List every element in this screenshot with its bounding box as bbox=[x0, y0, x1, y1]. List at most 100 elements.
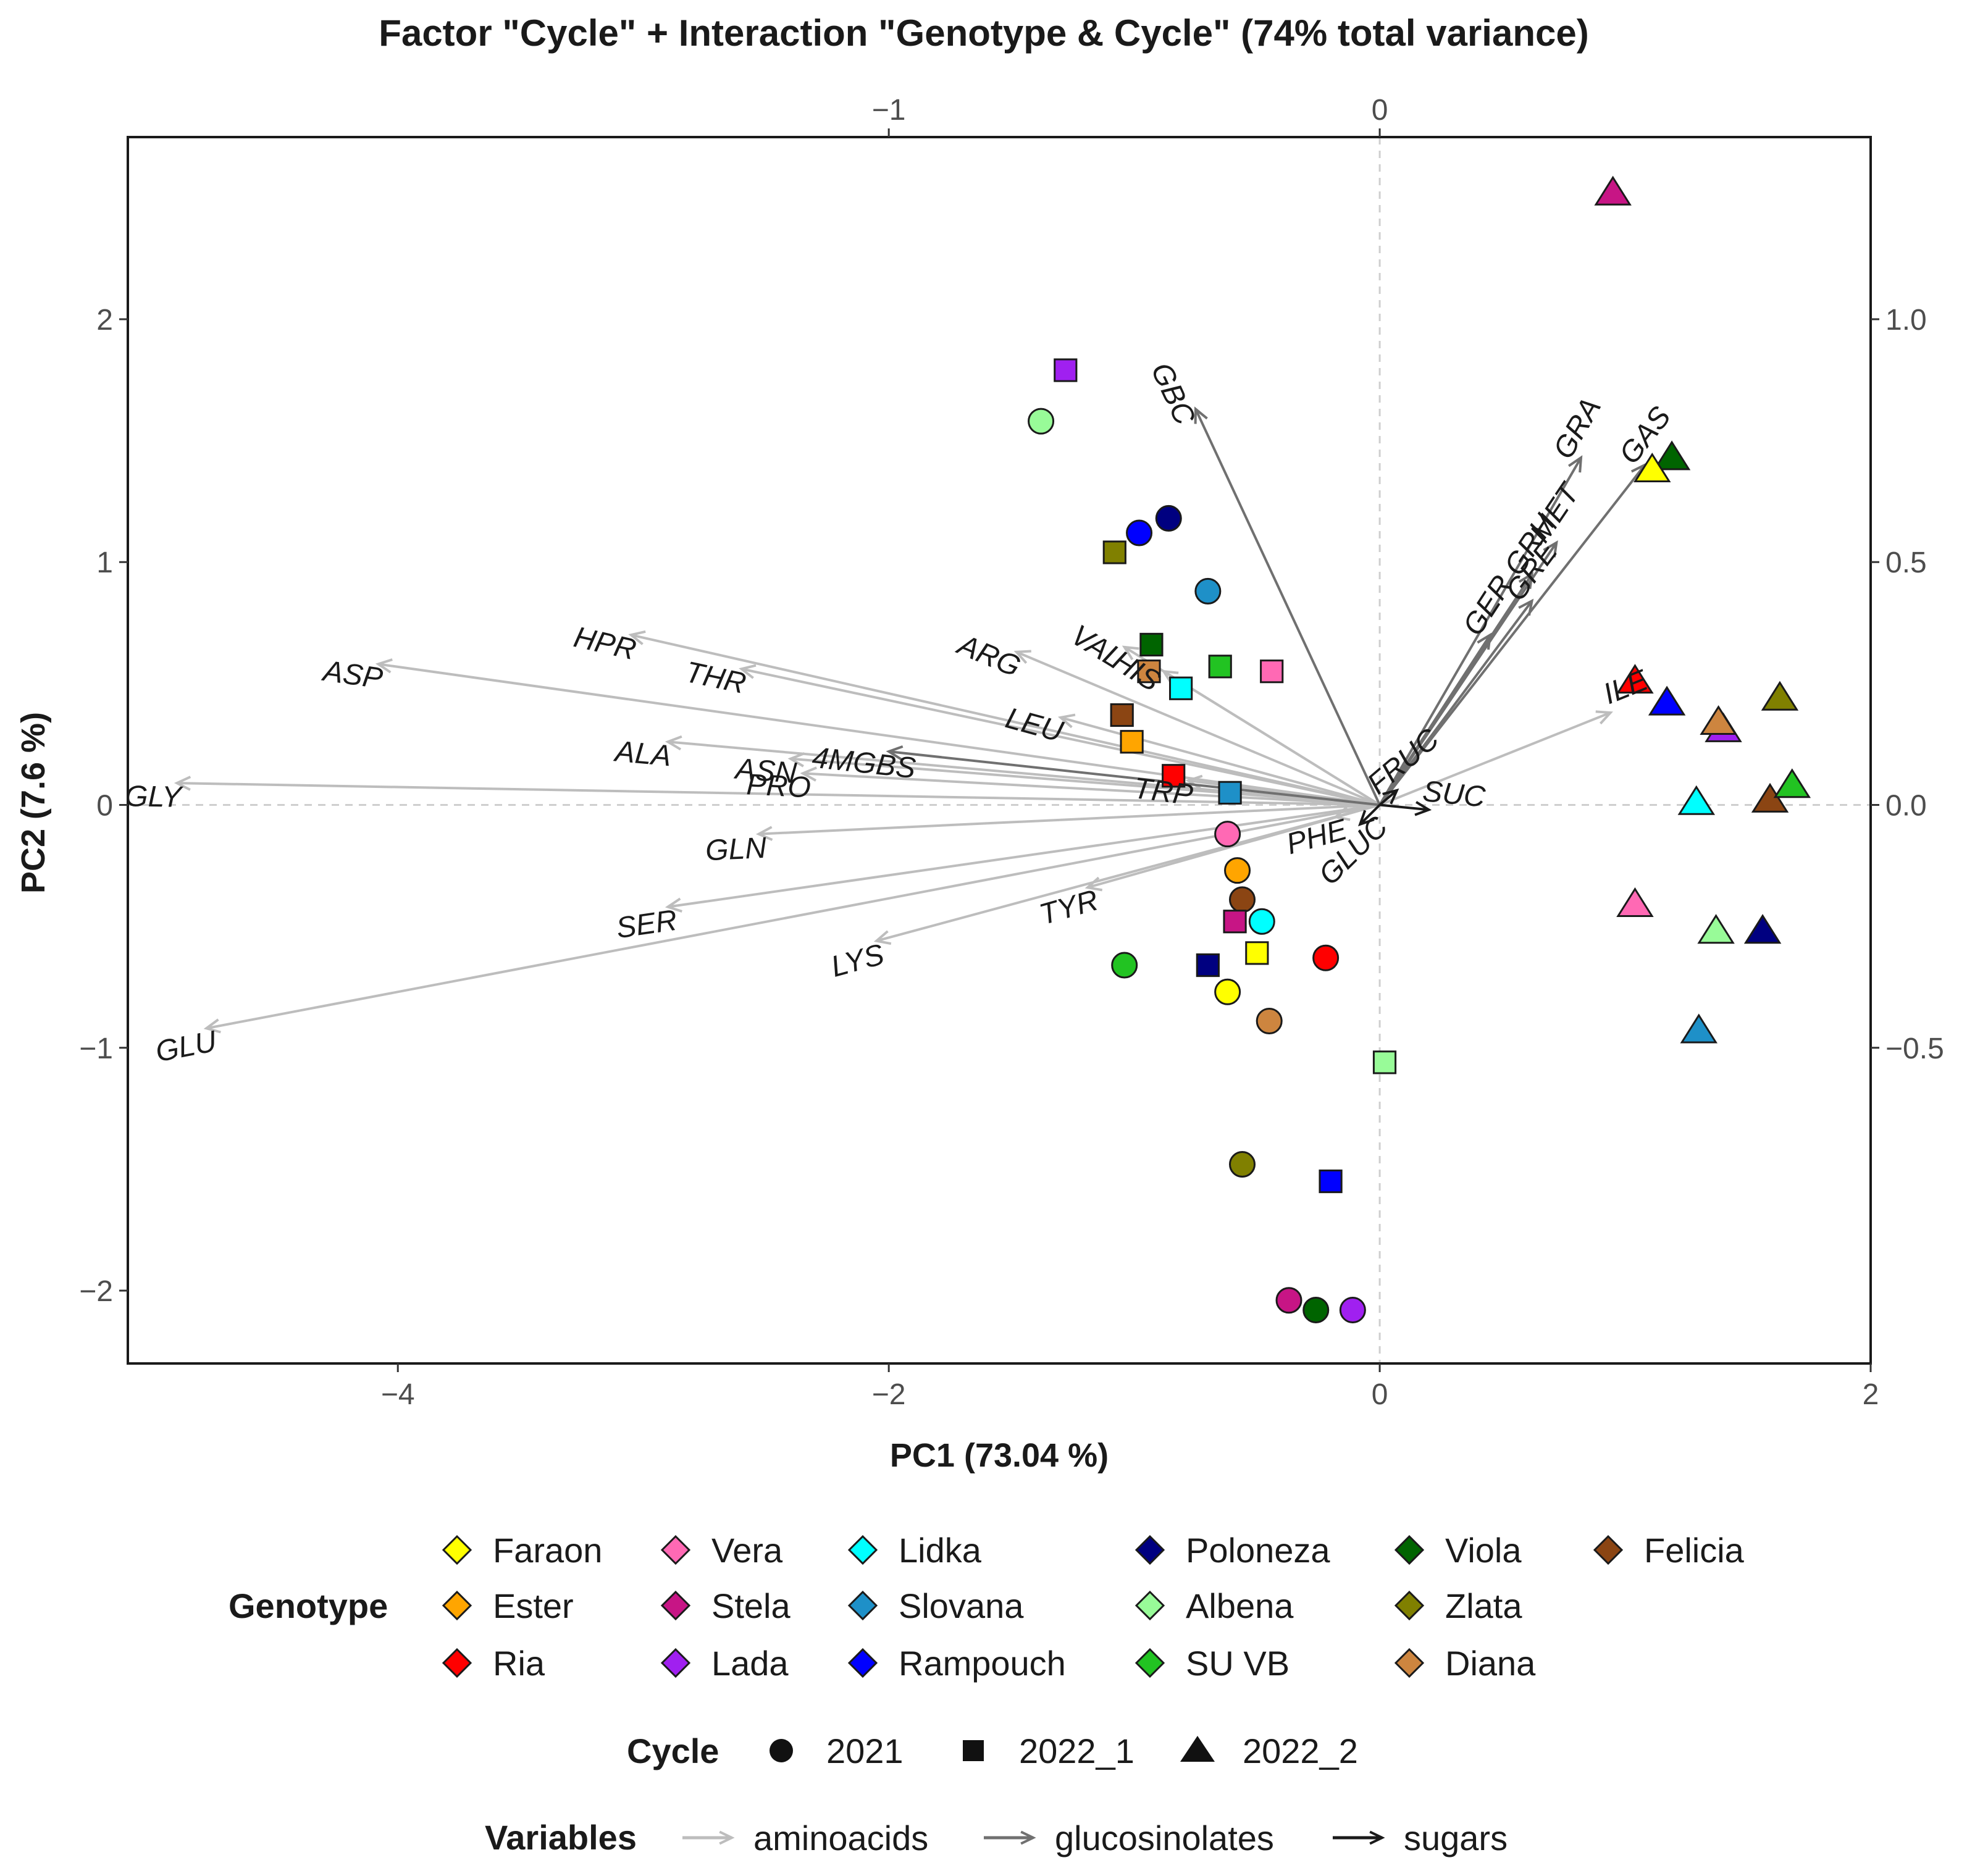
arrowhead-gbc bbox=[1194, 406, 1208, 424]
arrowhead-gln bbox=[755, 826, 773, 841]
legend-genotype-rampouch: Rampouch bbox=[899, 1644, 1066, 1683]
top-tick-label: 0 bbox=[1372, 94, 1388, 127]
arrow-asp bbox=[378, 663, 1380, 806]
y-tick-label: −1 bbox=[79, 1032, 113, 1065]
y-tick-label: 0 bbox=[96, 789, 113, 822]
legend-genotype-diana: Diana bbox=[1445, 1644, 1536, 1683]
point-rampouch-2022-1 bbox=[1319, 1169, 1343, 1194]
variable-arrows bbox=[174, 406, 1647, 1034]
point-su-vb-2021 bbox=[1111, 952, 1138, 979]
arrowhead-arg bbox=[1013, 650, 1031, 664]
point-lada-2022-1 bbox=[1054, 358, 1078, 382]
legend-key-zlata bbox=[1394, 1590, 1425, 1621]
arrowhead-hpr bbox=[628, 630, 646, 645]
var-label-ile: ILE bbox=[1599, 664, 1653, 711]
point-su-vb-2022-2 bbox=[1773, 768, 1811, 798]
arrowhead-ger bbox=[1477, 632, 1492, 650]
arrowhead-val bbox=[1122, 645, 1139, 661]
point-slovana-2022-2 bbox=[1680, 1013, 1717, 1044]
plot-frame bbox=[127, 136, 1872, 1365]
y-tick-label: −2 bbox=[79, 1275, 113, 1308]
point-diana-2022-2 bbox=[1700, 705, 1737, 735]
point-vera-2022-2 bbox=[1616, 887, 1654, 917]
var-label-asp: ASP bbox=[319, 655, 384, 695]
point-ria-2022-1 bbox=[1162, 764, 1186, 788]
point-diana-2021 bbox=[1256, 1007, 1283, 1034]
legend-genotype-stela: Stela bbox=[711, 1586, 791, 1625]
legend-genotype-zlata: Zlata bbox=[1445, 1586, 1522, 1625]
right-tick-label: 0.0 bbox=[1885, 789, 1927, 822]
point-zlata-2022-1 bbox=[1102, 540, 1126, 564]
arrowhead-gre bbox=[1518, 598, 1534, 616]
right-tick-label: 0.5 bbox=[1885, 546, 1927, 579]
point-albena-2022-2 bbox=[1697, 914, 1735, 944]
x-tick-label: 0 bbox=[1372, 1378, 1388, 1411]
arrow-gln bbox=[758, 803, 1380, 835]
point-lidka-2022-2 bbox=[1677, 785, 1716, 815]
point-viola-2021 bbox=[1302, 1296, 1330, 1323]
legend-genotype-ester: Ester bbox=[493, 1586, 574, 1625]
arrow-gluc bbox=[1359, 804, 1381, 826]
legend-cycle-2021: 2021 bbox=[826, 1732, 904, 1770]
arrowhead-glu bbox=[203, 1018, 221, 1034]
arrowhead-gluc bbox=[1358, 810, 1375, 827]
arrowhead-his bbox=[1161, 669, 1179, 685]
arrow-4mgbs bbox=[888, 750, 1380, 806]
var-label-asn: ASN bbox=[732, 752, 798, 790]
var-label-lys: LYS bbox=[828, 938, 887, 984]
arrow-pro bbox=[802, 772, 1380, 806]
legend-genotype-faraon: Faraon bbox=[493, 1531, 602, 1570]
legend-key-lidka bbox=[847, 1535, 878, 1565]
arrowhead-ala bbox=[665, 735, 682, 751]
chart-title: Factor "Cycle" + Interaction "Genotype &… bbox=[379, 12, 1588, 54]
arrow-hpr bbox=[631, 634, 1380, 806]
point-faraon-2022-2 bbox=[1634, 452, 1671, 483]
x-tick-label: −2 bbox=[872, 1378, 906, 1411]
var-label-leu: LEU bbox=[1002, 701, 1067, 748]
arrow-thr bbox=[741, 668, 1380, 806]
legend-variable-arrowhead-aminoacids bbox=[719, 1830, 735, 1845]
point-su-vb-2022-1 bbox=[1208, 655, 1232, 679]
axes: −4 −2 0 2 −2 −1 0 1 2 −1 0 1.0 0.5 0.0 −0.5 bbox=[79, 94, 1944, 1411]
arrow-gly bbox=[177, 782, 1380, 806]
point-slovana-2022-1 bbox=[1218, 781, 1242, 805]
arrow-suc bbox=[1379, 803, 1429, 811]
legend-cycle-key-2022-2 bbox=[1180, 1736, 1215, 1762]
y-tick-label: 1 bbox=[96, 546, 113, 579]
arrowhead-leu bbox=[1057, 713, 1076, 729]
var-label-gln: GLN bbox=[705, 832, 767, 868]
point-ria-2022-2 bbox=[1616, 664, 1654, 694]
point-albena-2021 bbox=[1028, 408, 1055, 435]
arrowhead-4mgbs bbox=[886, 745, 904, 761]
var-label-arg: ARG bbox=[952, 628, 1025, 684]
arrowhead-fruc bbox=[1382, 788, 1399, 805]
point-viola-2022-2 bbox=[1653, 440, 1691, 471]
data-points bbox=[1028, 175, 1811, 1323]
point-lada-2021 bbox=[1339, 1296, 1366, 1323]
legend-cycle-2022-1: 2022_1 bbox=[1019, 1732, 1134, 1770]
legend-key-slovana bbox=[847, 1590, 878, 1621]
var-label-suc: SUC bbox=[1421, 775, 1487, 814]
arrow-gre bbox=[1378, 600, 1533, 806]
legend-genotype-title: Genotype bbox=[229, 1586, 388, 1625]
point-vera-2021 bbox=[1214, 821, 1241, 848]
var-label-thr: THR bbox=[682, 656, 749, 700]
legend-key-poloneza bbox=[1134, 1535, 1165, 1565]
arrow-gas bbox=[1378, 464, 1646, 806]
point-viola-2022-1 bbox=[1139, 632, 1164, 657]
var-label-pro: PRO bbox=[745, 768, 812, 805]
arrowhead-ile bbox=[1595, 710, 1613, 725]
y-axis-label: PC2 (7.6 %) bbox=[15, 712, 52, 894]
point-zlata-2021 bbox=[1228, 1151, 1256, 1178]
top-tick-label: −1 bbox=[872, 94, 906, 127]
point-poloneza-2022-1 bbox=[1196, 953, 1220, 978]
legend-key-rampouch bbox=[847, 1648, 878, 1678]
legend-key-faraon bbox=[442, 1535, 472, 1565]
arrowhead-lys bbox=[873, 930, 892, 945]
legend: Genotype Faraon Ester Ria Vera Stela Lada Lidka… bbox=[229, 1531, 1745, 1857]
point-rampouch-2021 bbox=[1126, 519, 1153, 546]
arrow-ser bbox=[668, 803, 1380, 908]
legend-variable-glucosinolates: glucosinolates bbox=[1055, 1819, 1274, 1857]
